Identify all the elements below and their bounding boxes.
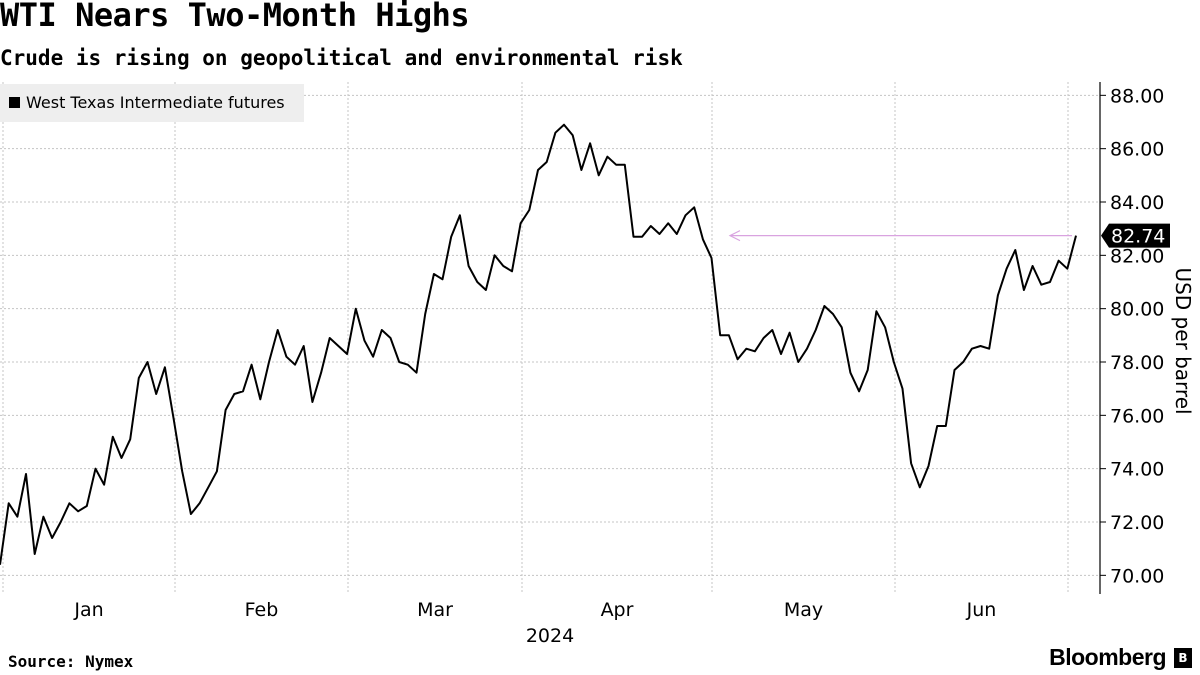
y-tick-label: 80.00 xyxy=(1110,299,1164,321)
legend-swatch xyxy=(9,97,20,108)
chart-title: WTI Nears Two-Month Highs xyxy=(0,0,470,34)
x-tick-label: Mar xyxy=(417,599,453,621)
legend: West Texas Intermediate futures xyxy=(0,84,304,122)
chart-subtitle: Crude is rising on geopolitical and envi… xyxy=(0,46,683,70)
y-tick-label: 84.00 xyxy=(1110,192,1164,214)
y-axis-title: USD per barrel xyxy=(1171,267,1195,414)
x-tick-label: Jun xyxy=(966,599,997,621)
y-tick-label: 78.00 xyxy=(1110,352,1164,374)
legend-label: West Texas Intermediate futures xyxy=(26,93,285,112)
y-tick-label: 88.00 xyxy=(1110,85,1164,107)
y-tick-label: 70.00 xyxy=(1110,565,1164,587)
x-tick-label: Feb xyxy=(245,599,279,621)
source-note: Source: Nymex xyxy=(8,652,134,671)
last-value-badge: 82.74 xyxy=(1101,223,1170,248)
brand-logo: Bloomberg xyxy=(1049,644,1166,670)
y-tick-label: 76.00 xyxy=(1110,405,1164,427)
bloomberg-icon: B xyxy=(1174,648,1192,668)
y-tick-label: 74.00 xyxy=(1110,459,1164,481)
vertical-gridlines xyxy=(2,82,1069,594)
last-value-badge-shape xyxy=(1101,223,1170,248)
wti-series-line xyxy=(0,123,1077,565)
x-tick-label: Apr xyxy=(601,599,634,621)
reference-arrowhead xyxy=(728,230,741,242)
horizontal-gridlines xyxy=(0,94,1100,576)
y-tick-label: 72.00 xyxy=(1110,512,1164,534)
x-tick-label: Jan xyxy=(73,599,103,621)
y-tick-label: 82.00 xyxy=(1110,245,1164,267)
y-tick-label: 86.00 xyxy=(1110,139,1164,161)
y-axis-ticks: 70.00 72.00 74.00 76.00 78.00 80.00 82.00 84.00… xyxy=(1100,85,1164,587)
x-tick-label: May xyxy=(784,599,823,621)
x-axis-year-label: 2024 xyxy=(526,625,574,647)
x-axis-ticks: Jan Feb Mar Apr May Jun xyxy=(73,599,996,621)
last-value-label: 82.74 xyxy=(1111,226,1165,248)
